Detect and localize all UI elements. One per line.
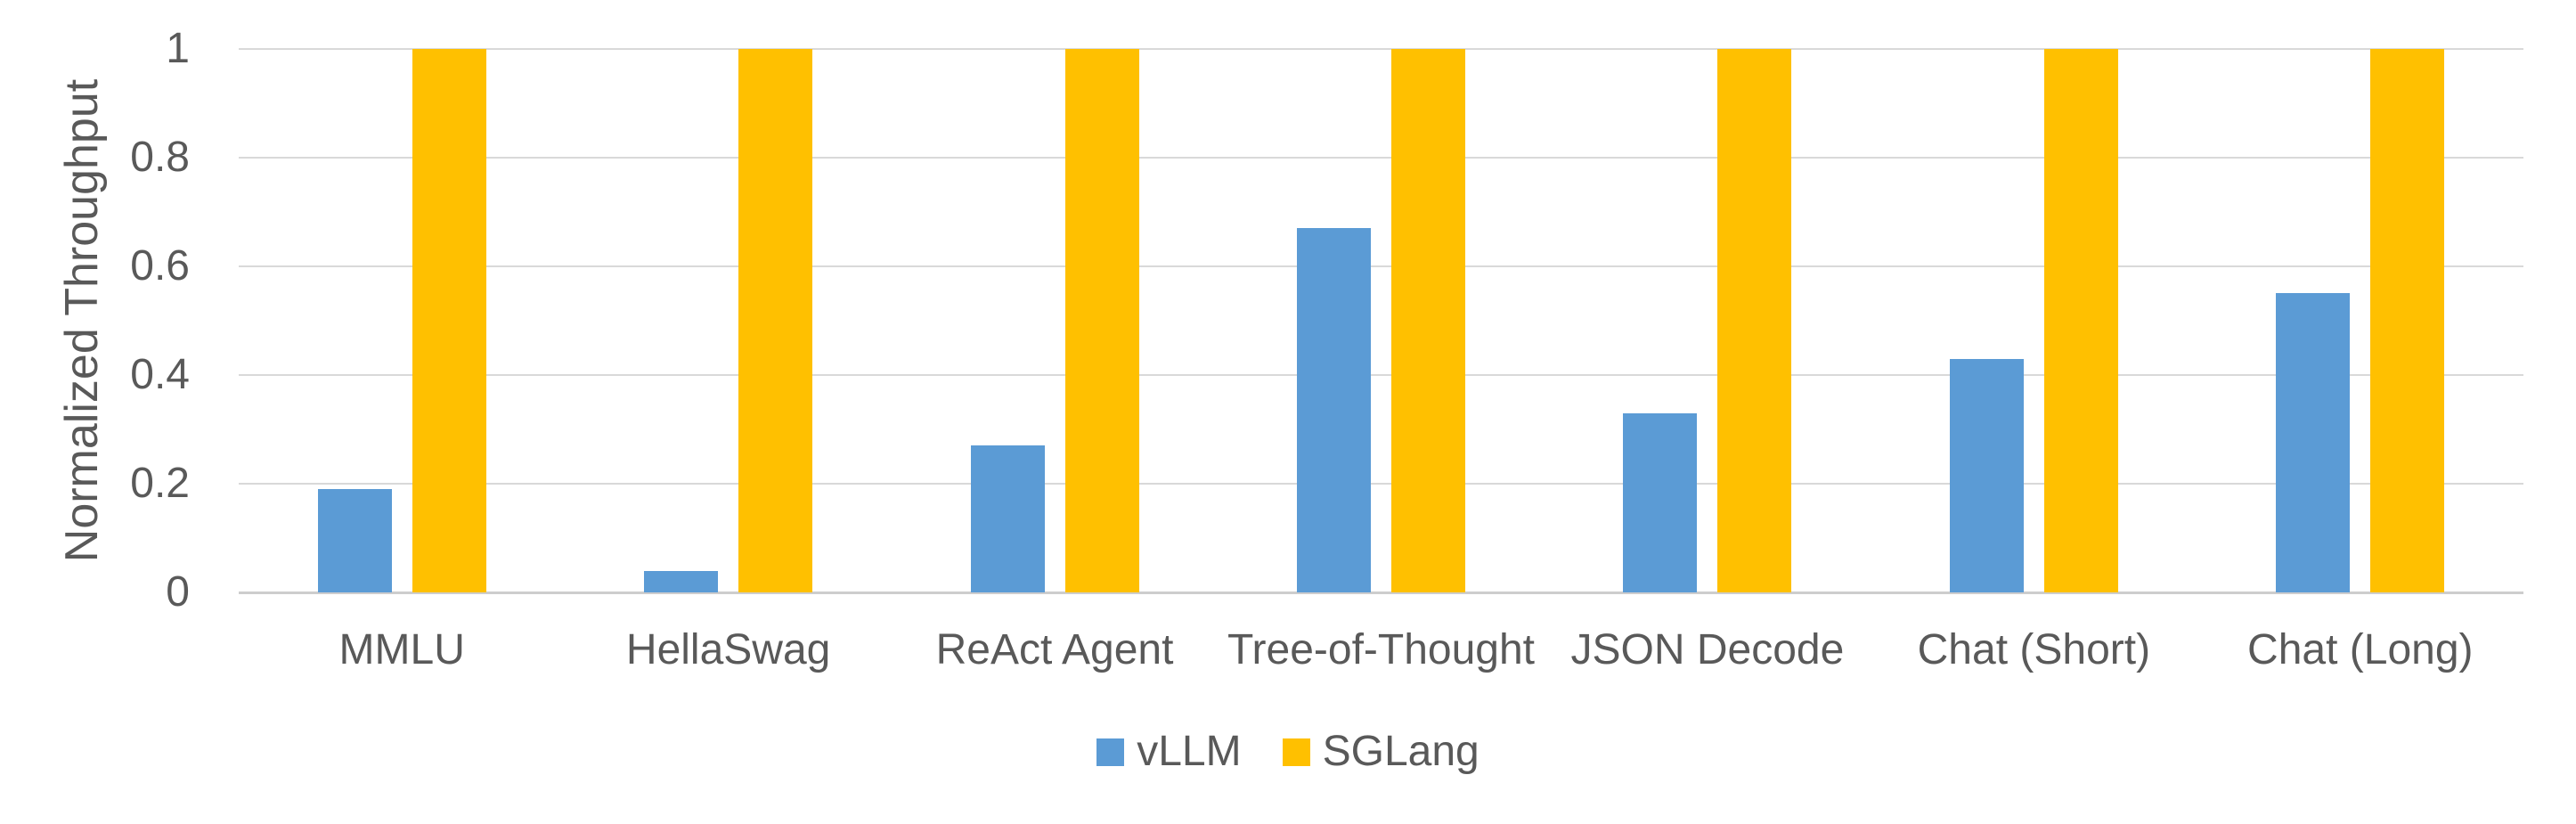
gridline-0.6 (239, 265, 2523, 267)
y-axis-tick-labels: 0 0.2 0.4 0.6 0.8 1 (0, 0, 190, 824)
legend-label-vllm: vLLM (1137, 728, 1242, 775)
legend-swatch-vllm (1096, 738, 1125, 766)
x-label-tree-of-thought: Tree-of-Thought (1227, 626, 1536, 673)
x-label-chat-long: Chat (Long) (2247, 626, 2474, 673)
plot-area (239, 48, 2523, 594)
bar-group-chat-long (2197, 49, 2523, 592)
bar-vllm-react-agent (970, 445, 1045, 592)
bar-group-mmlu (239, 49, 565, 592)
x-label-chat-short: Chat (Short) (1917, 626, 2151, 673)
x-axis-line (239, 591, 2523, 594)
bar-group-hellaswag (565, 49, 891, 592)
gridline-0.2 (239, 483, 2523, 485)
x-label-mmlu: MMLU (338, 626, 465, 673)
legend-label-sglang: SGLang (1322, 728, 1480, 775)
x-label-json-decode: JSON Decode (1570, 626, 1845, 673)
y-tick-label-0: 0 (166, 568, 190, 616)
bar-vllm-chat-long (2276, 293, 2351, 592)
bar-vllm-chat-short (1949, 359, 2024, 592)
legend-item-sglang: SGLang (1282, 728, 1480, 775)
bar-group-react-agent (892, 49, 1218, 592)
bar-sglang-hellaswag (738, 49, 813, 592)
gridline-0.8 (239, 157, 2523, 159)
bar-sglang-chat-short (2043, 49, 2118, 592)
bar-group-json-decode (1545, 49, 1871, 592)
gridline-0.4 (239, 374, 2523, 376)
bar-group-chat-short (1871, 49, 2197, 592)
bar-sglang-chat-long (2370, 49, 2445, 592)
bar-sglang-json-decode (1717, 49, 1792, 592)
gridline-1 (239, 48, 2523, 50)
bar-vllm-tree-of-thought (1296, 228, 1371, 592)
legend: vLLM SGLang (0, 730, 2576, 773)
bar-vllm-mmlu (317, 489, 392, 592)
legend-item-vllm: vLLM (1096, 728, 1242, 775)
bar-vllm-hellaswag (644, 571, 719, 592)
bar-vllm-json-decode (1623, 413, 1698, 592)
y-tick-label-0.6: 0.6 (130, 242, 190, 290)
x-label-hellaswag: HellaSwag (625, 626, 831, 673)
bar-group-tree-of-thought (1218, 49, 1544, 592)
y-tick-label-0.2: 0.2 (130, 460, 190, 507)
y-tick-label-1: 1 (166, 25, 190, 72)
y-tick-label-0.4: 0.4 (130, 351, 190, 398)
bar-sglang-react-agent (1064, 49, 1139, 592)
x-axis-category-labels: MMLU HellaSwag ReAct Agent Tree-of-Thought J… (239, 625, 2523, 679)
legend-swatch-sglang (1282, 738, 1310, 766)
y-tick-label-0.8: 0.8 (130, 134, 190, 181)
x-label-react-agent: ReAct Agent (935, 626, 1174, 673)
bar-sglang-tree-of-thought (1390, 49, 1465, 592)
bar-sglang-mmlu (412, 49, 486, 592)
